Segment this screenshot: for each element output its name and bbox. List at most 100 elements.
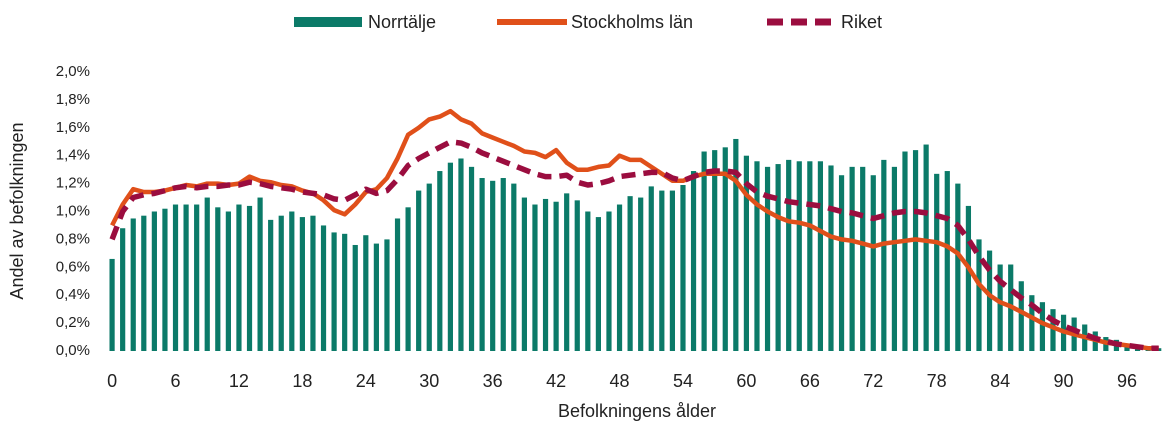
- x-tick-label: 12: [229, 371, 249, 391]
- bar: [648, 186, 654, 351]
- bar: [712, 150, 718, 351]
- bar: [722, 147, 728, 351]
- bar: [817, 161, 824, 351]
- x-tick-label: 48: [610, 371, 630, 391]
- bar: [468, 166, 475, 351]
- y-tick-label: 1,4%: [56, 147, 90, 164]
- bar: [521, 197, 527, 351]
- bar: [659, 190, 665, 351]
- bar: [183, 204, 189, 351]
- bar: [828, 165, 834, 351]
- x-tick-label: 18: [292, 371, 312, 391]
- bar: [986, 250, 993, 351]
- y-tick-label: 0,2%: [56, 314, 90, 331]
- x-tick-label: 30: [419, 371, 439, 391]
- bar: [849, 166, 855, 351]
- bar: [511, 183, 517, 351]
- bar: [870, 175, 876, 351]
- bar: [437, 171, 443, 351]
- x-tick-label: 78: [927, 371, 947, 391]
- bar: [278, 215, 284, 351]
- x-tick-label: 36: [483, 371, 503, 391]
- bar: [965, 205, 972, 351]
- bar: [838, 175, 845, 351]
- bar: [532, 204, 538, 351]
- legend-label: Norrtälje: [368, 12, 436, 32]
- bar: [955, 183, 961, 351]
- bar: [912, 150, 919, 351]
- y-axis-title: Andel av befolkningen: [7, 122, 27, 299]
- bar: [997, 264, 1003, 351]
- bar: [701, 151, 707, 351]
- bar: [320, 225, 327, 351]
- bar: [405, 207, 411, 351]
- bar: [775, 164, 781, 351]
- x-tick-label: 0: [107, 371, 117, 391]
- bar: [638, 197, 644, 351]
- bar: [553, 201, 559, 351]
- bar: [225, 211, 231, 351]
- bar: [299, 217, 305, 351]
- bar: [373, 243, 379, 351]
- bar: [669, 190, 676, 351]
- bar: [574, 200, 580, 351]
- bar: [585, 211, 591, 351]
- bar: [151, 211, 157, 351]
- legend-label: Stockholms län: [571, 12, 693, 32]
- bar: [860, 166, 866, 351]
- bar: [690, 171, 697, 351]
- x-tick-label: 66: [800, 371, 820, 391]
- bar: [606, 211, 612, 351]
- bar: [130, 218, 136, 351]
- legend-swatch: [294, 17, 362, 27]
- bar: [268, 219, 274, 351]
- bar: [764, 166, 771, 351]
- bar: [891, 166, 898, 351]
- x-tick-label: 24: [356, 371, 376, 391]
- x-tick-label: 60: [736, 371, 756, 391]
- bar: [944, 171, 950, 351]
- bar: [786, 159, 792, 351]
- bar: [743, 155, 750, 351]
- bar: [416, 190, 422, 351]
- bar: [352, 244, 358, 351]
- bar: [923, 144, 929, 351]
- bar: [595, 217, 601, 351]
- x-tick-label: 96: [1117, 371, 1137, 391]
- bar: [257, 197, 263, 351]
- bar: [902, 151, 908, 351]
- bar: [194, 204, 200, 351]
- x-axis-title: Befolkningens ålder: [558, 401, 716, 421]
- bar: [807, 161, 813, 351]
- bar: [215, 207, 221, 351]
- x-tick-label: 90: [1054, 371, 1074, 391]
- bar: [1029, 295, 1035, 351]
- bar: [394, 218, 401, 351]
- bar: [204, 197, 210, 351]
- bar: [447, 162, 453, 351]
- bar: [542, 198, 549, 351]
- y-tick-label: 1,0%: [56, 202, 90, 219]
- bar: [881, 159, 887, 351]
- bar: [342, 233, 348, 351]
- bar: [458, 158, 464, 351]
- bar: [384, 239, 390, 351]
- bar: [934, 173, 940, 351]
- bar: [796, 161, 802, 351]
- bar: [479, 178, 485, 351]
- bar: [310, 215, 316, 351]
- x-tick-label: 42: [546, 371, 566, 391]
- line: [110, 108, 1159, 351]
- bar: [172, 204, 179, 351]
- bar: [141, 215, 147, 351]
- bar: [363, 235, 369, 351]
- legend-label: Riket: [841, 12, 882, 32]
- bar: [426, 183, 432, 351]
- bar: [733, 138, 739, 351]
- bar: [564, 193, 570, 351]
- bar: [120, 228, 126, 351]
- bar: [236, 204, 242, 351]
- y-tick-label: 0,4%: [56, 286, 90, 303]
- bar: [1018, 281, 1024, 351]
